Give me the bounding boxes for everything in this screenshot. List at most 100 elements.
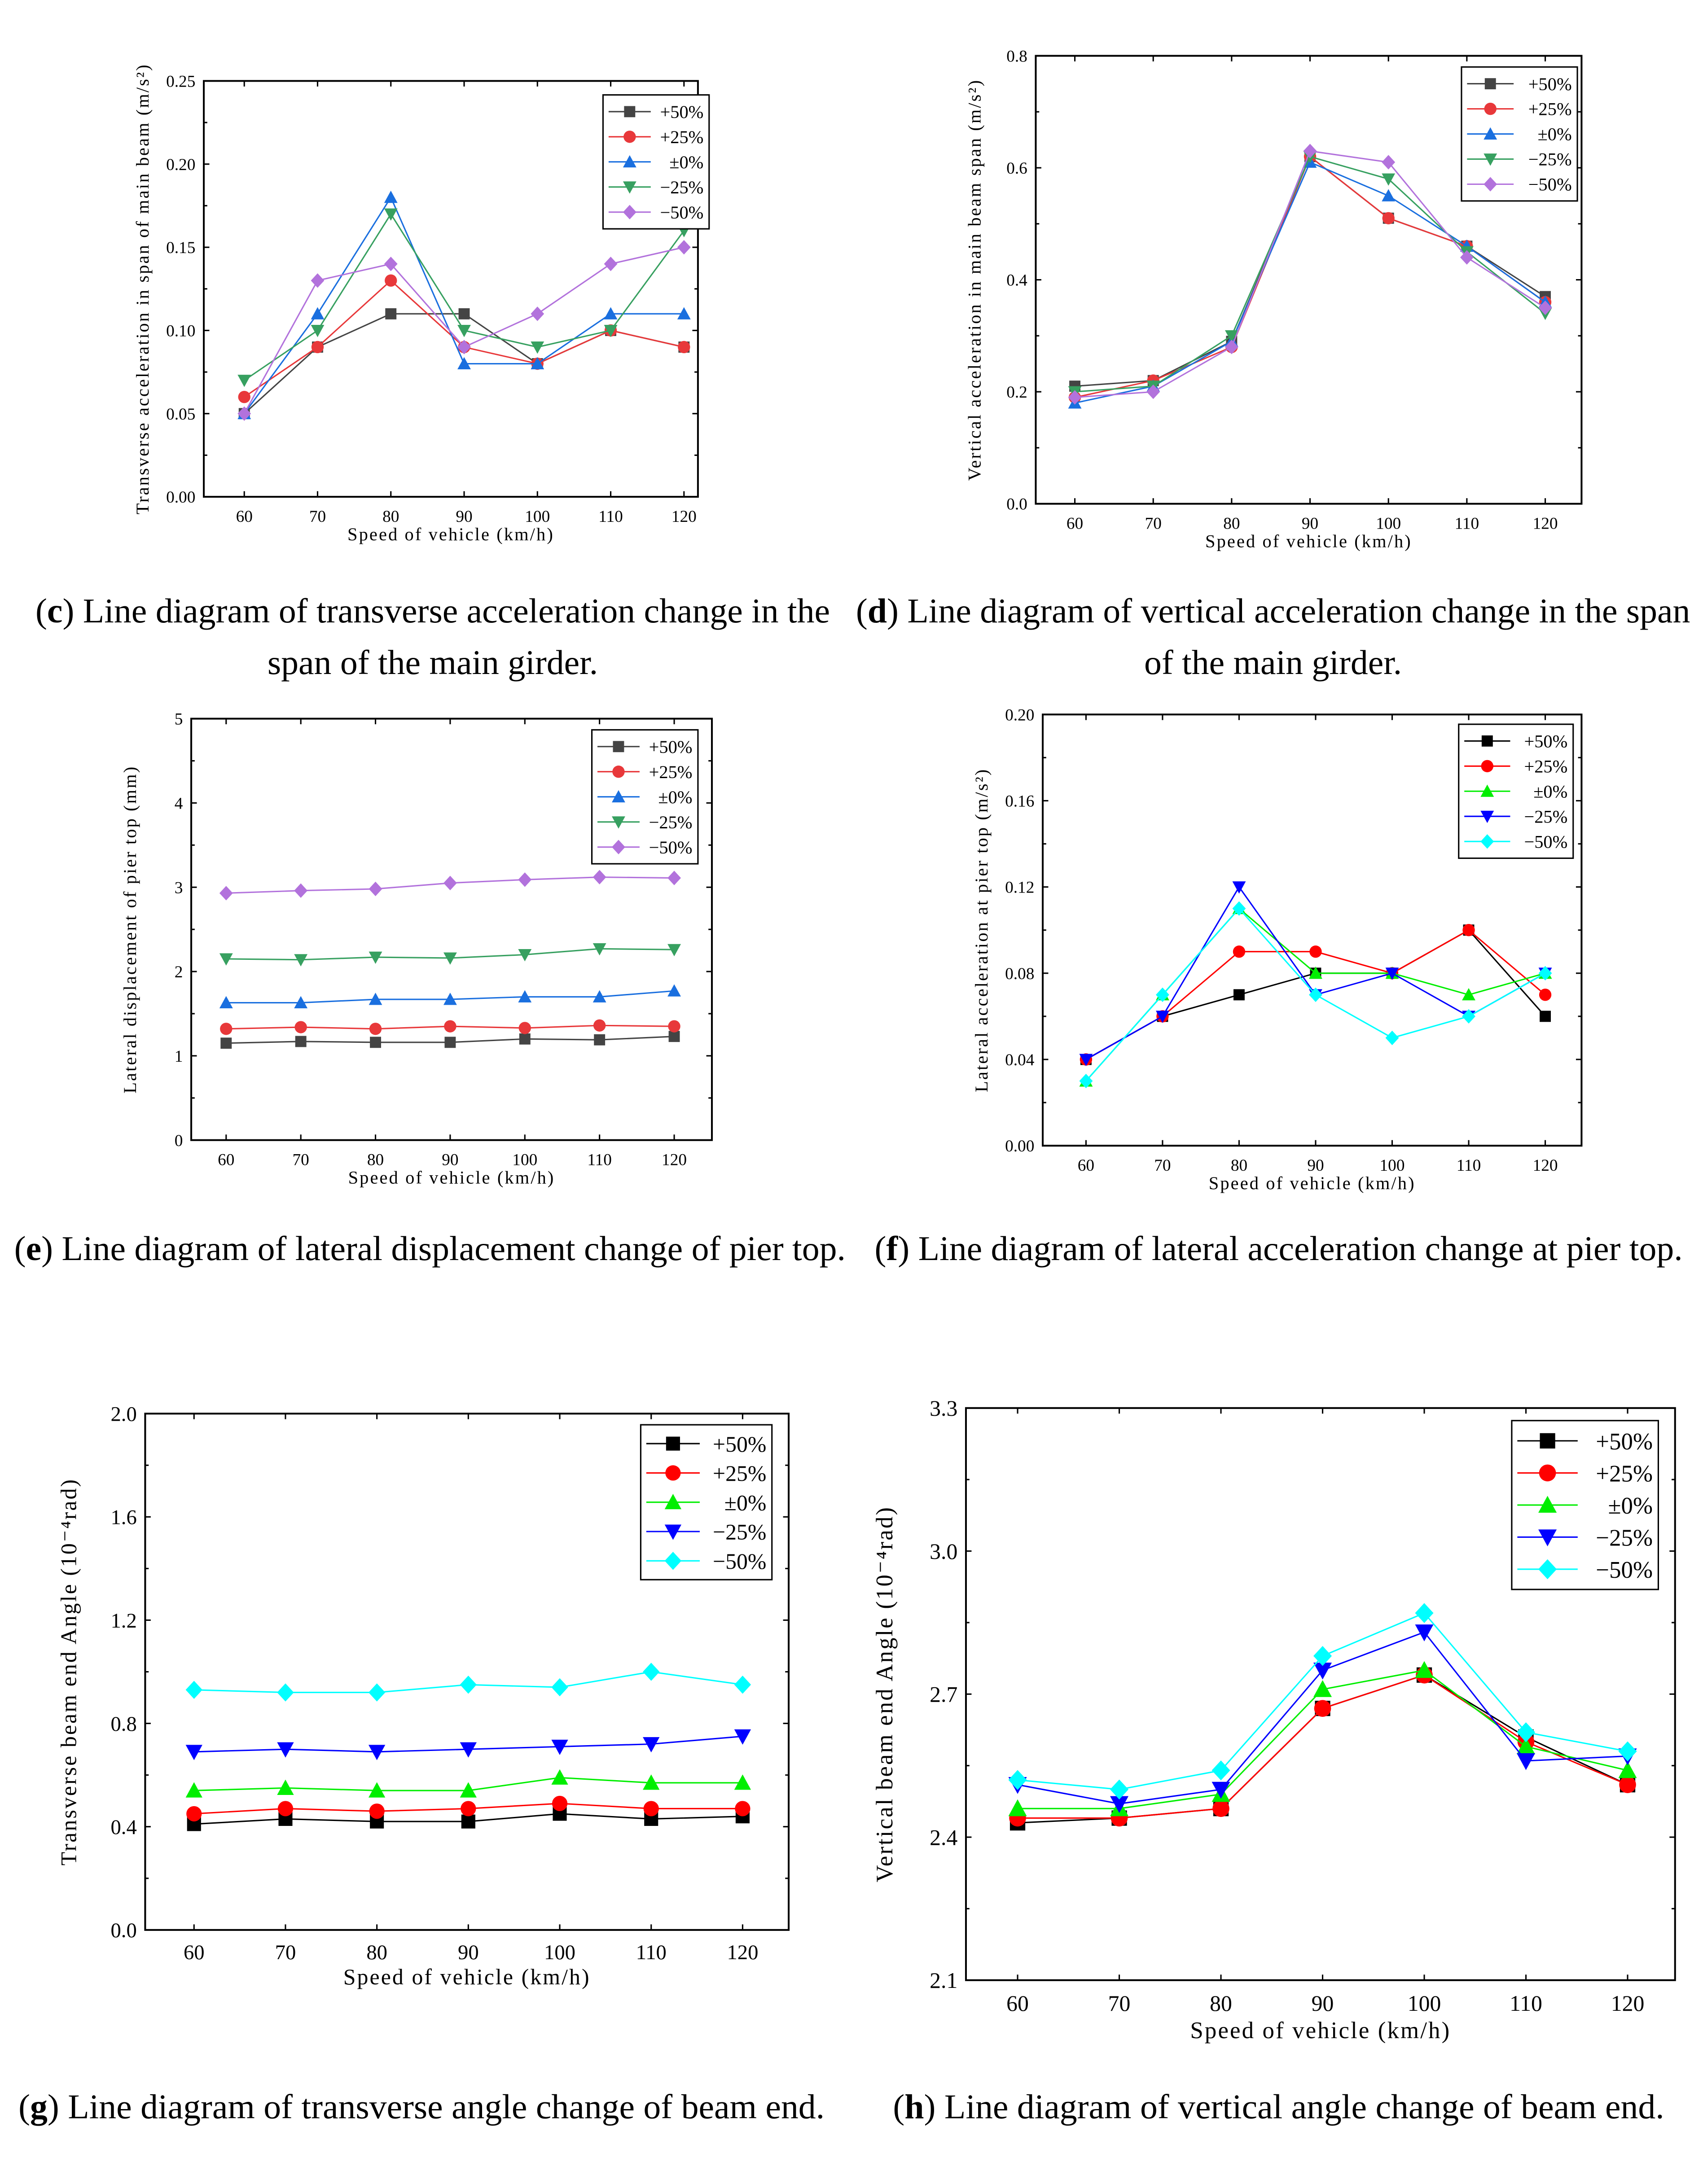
x-axis-label: Speed of vehicle (km/h) xyxy=(347,524,554,544)
legend: +50% +25% ±0% −25% −50% xyxy=(1461,66,1578,202)
y-tick-label: 5 xyxy=(175,710,183,729)
y-tick-label: 0.15 xyxy=(166,239,195,257)
data-point xyxy=(237,375,251,387)
legend-marker xyxy=(1539,1464,1556,1482)
data-point xyxy=(1008,1770,1027,1790)
data-point xyxy=(460,1782,477,1798)
y-tick-label: 0.20 xyxy=(166,156,195,174)
data-point xyxy=(643,1774,660,1790)
y-tick-label: 0.10 xyxy=(166,322,195,340)
data-point xyxy=(1309,945,1322,958)
data-point xyxy=(460,1742,477,1758)
x-tick-label: 110 xyxy=(598,508,623,526)
data-point xyxy=(1156,1011,1169,1023)
data-point xyxy=(219,996,233,1008)
y-tick-label: 0.12 xyxy=(1005,879,1034,897)
data-point xyxy=(461,1801,476,1816)
x-tick-label: 120 xyxy=(672,508,697,526)
x-tick-label: 120 xyxy=(727,1941,758,1964)
data-point xyxy=(1314,1700,1331,1717)
data-point xyxy=(1385,967,1399,980)
chart-e: 60 70 80 90 100 110 120 0 1 2 3 4 5 Speed of vehicle … xyxy=(120,710,713,1188)
legend-label: −25% xyxy=(1596,1525,1653,1551)
data-point xyxy=(1539,989,1552,1001)
legend-label: +25% xyxy=(649,762,693,782)
series-0 xyxy=(220,1031,680,1049)
legend-marker xyxy=(1484,127,1497,140)
chart-g: 60 70 80 90 100 110 120 0.0 0.4 0.8 1.2 1.6 2.0 Speed… xyxy=(56,1403,790,1989)
data-point xyxy=(1538,966,1552,980)
x-tick-label: 70 xyxy=(275,1941,296,1964)
legend-label: −25% xyxy=(713,1520,766,1545)
legend-label: −50% xyxy=(1596,1557,1653,1583)
data-point xyxy=(734,1729,751,1745)
data-point xyxy=(369,881,382,897)
legend-label: +25% xyxy=(1528,99,1572,119)
data-point xyxy=(531,306,544,321)
y-axis-label: Lateral acceleration at pier top (m/s²) xyxy=(971,768,992,1092)
legend-label: +25% xyxy=(660,127,703,147)
legend-marker xyxy=(623,205,636,219)
legend-marker xyxy=(1538,1559,1557,1580)
y-tick-label: 0.8 xyxy=(1006,47,1027,66)
data-point xyxy=(551,1678,568,1697)
series-4 xyxy=(185,1663,751,1702)
series-1 xyxy=(186,1795,751,1822)
data-point xyxy=(457,357,471,369)
data-point xyxy=(457,340,471,355)
legend-marker xyxy=(664,1494,682,1510)
legend-marker xyxy=(623,131,636,143)
y-tick-label: 0.00 xyxy=(1005,1137,1034,1155)
data-point xyxy=(667,984,681,997)
data-point xyxy=(1008,1799,1027,1816)
data-point xyxy=(667,871,681,885)
data-point xyxy=(668,1020,680,1033)
x-axis-label: Speed of vehicle (km/h) xyxy=(348,1168,555,1188)
data-point xyxy=(531,357,544,369)
series-3 xyxy=(185,1729,751,1760)
data-point xyxy=(443,952,457,965)
series-line xyxy=(244,280,685,398)
x-tick-label: 100 xyxy=(525,508,550,526)
x-axis-label: Speed of vehicle (km/h) xyxy=(1190,2018,1451,2044)
y-axis-label: Vertical acceleration in main beam span … xyxy=(964,79,984,481)
caption-g: (g) Line diagram of transverse angle cha… xyxy=(18,2089,825,2127)
chart-c: 60 70 80 90 100 110 120 0.00 0.05 0.10 0.15 0.20 0.2… xyxy=(132,63,710,544)
legend-label: +50% xyxy=(649,737,693,757)
legend-marker xyxy=(623,181,636,194)
data-point xyxy=(385,308,397,320)
data-point xyxy=(1303,144,1317,158)
data-point xyxy=(1415,1661,1434,1678)
data-point xyxy=(594,1034,606,1046)
y-tick-label: 0.25 xyxy=(166,72,195,91)
legend-marker xyxy=(1480,834,1494,849)
series-1 xyxy=(220,1019,680,1035)
data-point xyxy=(1538,300,1552,315)
series-3 xyxy=(219,943,681,967)
data-point xyxy=(220,1023,233,1035)
y-tick-label: 0.05 xyxy=(166,405,195,424)
x-tick-label: 60 xyxy=(1078,1156,1094,1175)
series-2 xyxy=(185,1769,751,1798)
data-point xyxy=(593,1019,606,1032)
y-tick-label: 0.00 xyxy=(166,488,195,507)
chart-d: 60 70 80 90 100 110 120 0.0 0.2 0.4 0.6 0.8 Speed of… xyxy=(964,47,1583,551)
data-point xyxy=(1385,1030,1399,1046)
data-point xyxy=(1540,1011,1551,1022)
legend-label: +50% xyxy=(660,102,703,122)
legend-label: −50% xyxy=(649,837,693,858)
y-axis-label: Vertical beam end Angle (10⁻⁴rad) xyxy=(872,1506,898,1882)
data-point xyxy=(678,341,690,354)
data-point xyxy=(1225,340,1238,355)
x-tick-label: 70 xyxy=(293,1151,309,1169)
x-tick-label: 60 xyxy=(236,508,253,526)
x-tick-label: 100 xyxy=(512,1151,537,1169)
y-tick-label: 0 xyxy=(175,1132,183,1150)
legend-marker xyxy=(664,1524,682,1540)
data-point xyxy=(1619,1776,1636,1793)
data-point xyxy=(1313,1663,1332,1680)
data-point xyxy=(667,944,681,957)
chart-f: 60 70 80 90 100 110 120 0.00 0.04 0.08 0.12 0.16 0.2… xyxy=(971,706,1583,1193)
series-4 xyxy=(1079,901,1552,1089)
y-tick-label: 1.2 xyxy=(110,1609,136,1633)
